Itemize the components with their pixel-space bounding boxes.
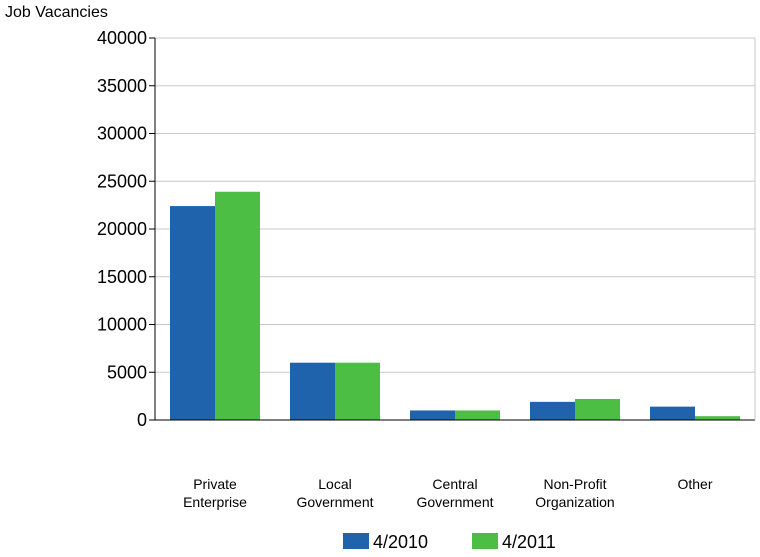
bar [290,362,335,420]
gridlines [155,37,755,373]
legend-swatch [472,533,498,549]
y-tick-label: 15000 [97,267,147,287]
bar [530,401,575,420]
bar [650,406,695,420]
y-tick-label: 0 [137,410,147,430]
y-tick-label: 40000 [97,28,147,48]
bar [410,410,455,420]
y-axis-title: Job Vacancies [5,4,108,21]
bar [695,416,740,420]
bar [335,362,380,420]
y-tick-labels: 0 5000 10000 15000 20000 25000 30000 35000 40000 [97,28,147,430]
y-tick-label: 35000 [97,76,147,96]
y-tick-label: 20000 [97,219,147,239]
y-tick-label: 30000 [97,124,147,144]
bar [170,206,215,420]
legend-swatch [343,533,369,549]
x-tick-labels: Private Enterprise Local Government Central G… [183,476,713,510]
legend-label: 4/2010 [373,532,428,552]
y-tick-label: 25000 [97,171,147,191]
x-tick-label: Central Government [416,476,493,510]
bar [455,410,500,420]
x-tick-label: Non-Profit Organization [535,476,614,510]
legend: 4/2010 4/2011 [343,532,556,552]
bars [170,191,740,420]
x-tick-label: Other [677,476,712,492]
x-tick-label: Local Government [296,476,373,510]
legend-label: 4/2011 [502,532,556,552]
bar [215,191,260,420]
axes [149,37,756,421]
x-tick-label: Private Enterprise [183,476,247,510]
bar [575,398,620,420]
y-tick-label: 5000 [107,362,147,382]
y-tick-label: 10000 [97,315,147,335]
